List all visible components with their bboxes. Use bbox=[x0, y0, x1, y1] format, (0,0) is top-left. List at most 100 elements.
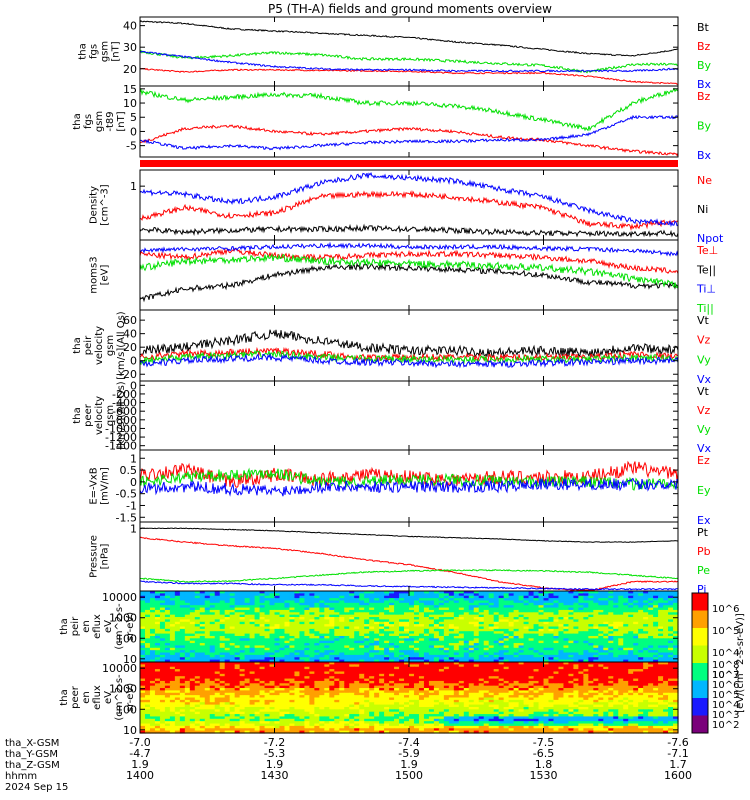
spectrogram-cell bbox=[608, 607, 614, 611]
spectrogram-cell bbox=[204, 652, 211, 656]
spectrogram-cell bbox=[354, 650, 360, 654]
spectrogram-cell bbox=[443, 683, 450, 687]
spectrogram-cell bbox=[159, 633, 166, 637]
spectrogram-cell bbox=[453, 654, 460, 658]
spectrogram-cell bbox=[573, 680, 579, 684]
spectrogram-cell bbox=[399, 654, 405, 658]
spectrogram-cell bbox=[493, 619, 500, 623]
spectrogram-cell bbox=[578, 673, 584, 677]
spectrogram-cell bbox=[638, 654, 644, 658]
spectrogram-cell bbox=[658, 676, 664, 680]
spectrogram-cell bbox=[244, 645, 251, 649]
spectrogram-cell bbox=[269, 619, 276, 623]
spectrogram-cell bbox=[334, 640, 340, 644]
spectrogram-cell bbox=[428, 680, 435, 684]
spectrogram-cell bbox=[169, 650, 176, 654]
spectrogram-cell bbox=[140, 680, 146, 684]
spectrogram-cell bbox=[174, 678, 181, 682]
spectrogram-cell bbox=[174, 671, 181, 675]
spectrogram-cell bbox=[399, 626, 405, 630]
spectrogram-cell bbox=[324, 617, 330, 620]
spectrogram-cell bbox=[144, 671, 151, 675]
spectrogram-cell bbox=[349, 680, 355, 684]
spectrogram-cell bbox=[418, 657, 425, 661]
spectrogram-cell bbox=[289, 593, 296, 597]
spectrogram-cell bbox=[359, 680, 365, 684]
spectrogram-cell bbox=[269, 631, 276, 635]
spectrogram-cell bbox=[498, 643, 505, 647]
spectrogram-cell bbox=[523, 690, 530, 694]
spectrogram-cell bbox=[428, 638, 435, 642]
spectrogram-cell bbox=[324, 676, 330, 680]
spectrogram-cell bbox=[174, 617, 181, 620]
spectrogram-cell bbox=[543, 652, 550, 656]
spectrogram-cell bbox=[249, 602, 256, 606]
spectrogram-cell bbox=[423, 685, 430, 689]
spectrogram-cell bbox=[289, 595, 296, 599]
spectrogram-cell bbox=[299, 640, 305, 644]
spectrogram-cell bbox=[498, 631, 505, 635]
spectrogram-cell bbox=[503, 657, 510, 661]
spectrogram-cell bbox=[389, 690, 395, 694]
spectrogram-cell bbox=[443, 654, 450, 658]
spectrogram-cell bbox=[553, 609, 560, 613]
spectrogram-cell bbox=[558, 666, 565, 670]
spectrogram-cell bbox=[573, 678, 579, 682]
spectrogram-cell bbox=[244, 628, 251, 632]
spectrogram-cell bbox=[603, 591, 609, 594]
spectrogram-cell bbox=[673, 591, 679, 594]
spectrogram-cell bbox=[140, 638, 146, 642]
spectrogram-cell bbox=[149, 676, 156, 680]
spectrogram-cell bbox=[658, 602, 664, 606]
spectrogram-cell bbox=[618, 635, 624, 639]
spectrogram-cell bbox=[453, 609, 460, 613]
spectrogram-cell bbox=[478, 647, 485, 651]
spectrogram-cell bbox=[189, 600, 196, 604]
spectrogram-cell bbox=[239, 600, 246, 604]
spectrogram-cell bbox=[259, 602, 266, 606]
spectrogram-cell bbox=[154, 602, 161, 606]
spectrogram-cell bbox=[603, 595, 609, 599]
spectrogram-cell bbox=[144, 692, 151, 696]
spectrogram-cell bbox=[648, 683, 654, 687]
spectrogram-cell bbox=[189, 626, 196, 630]
spectrogram-cell bbox=[369, 676, 375, 680]
spectrogram-cell bbox=[354, 638, 360, 642]
spectrogram-cell bbox=[159, 621, 166, 625]
spectrogram-cell bbox=[638, 631, 644, 635]
spectrogram-cell bbox=[578, 690, 584, 694]
spectrogram-cell bbox=[583, 645, 589, 649]
spectrogram-cell bbox=[154, 605, 161, 609]
spectrogram-cell bbox=[618, 591, 624, 594]
spectrogram-cell bbox=[214, 633, 221, 637]
spectrogram-cell bbox=[493, 593, 500, 597]
spectrogram-cell bbox=[374, 612, 380, 616]
spectrogram-cell bbox=[319, 619, 325, 623]
spectrogram-cell bbox=[538, 678, 545, 682]
spectrogram-cell bbox=[433, 602, 440, 606]
spectrogram-cell bbox=[159, 638, 166, 642]
spectrogram-cell bbox=[374, 605, 380, 609]
spectrogram-cell bbox=[423, 673, 430, 677]
spectrogram-cell bbox=[304, 666, 310, 670]
spectrogram-cell bbox=[279, 602, 286, 606]
spectrogram-cell bbox=[573, 673, 579, 677]
spectrogram-cell bbox=[359, 631, 365, 635]
spectrogram-cell bbox=[568, 666, 574, 670]
spectrogram-cell bbox=[498, 654, 505, 658]
spectrogram-cell bbox=[174, 650, 181, 654]
spectrogram-cell bbox=[548, 593, 555, 597]
spectrogram-cell bbox=[304, 607, 310, 611]
spectrogram-cell bbox=[428, 635, 435, 639]
spectrogram-cell bbox=[533, 690, 540, 694]
spectrogram-cell bbox=[319, 593, 325, 597]
spectrogram-cell bbox=[548, 591, 555, 594]
spectrogram-cell bbox=[468, 598, 475, 602]
spectrogram-cell bbox=[598, 609, 604, 613]
spectrogram-cell bbox=[294, 659, 301, 663]
spectrogram-cell bbox=[204, 624, 211, 628]
spectrogram-cell bbox=[284, 688, 291, 691]
spectrogram-cell bbox=[409, 652, 415, 656]
spectrogram-cell bbox=[409, 612, 415, 616]
spectrogram-cell bbox=[249, 638, 256, 642]
